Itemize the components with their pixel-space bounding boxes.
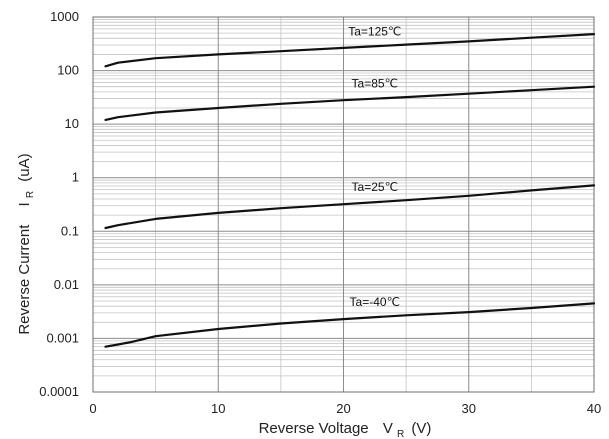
series-label: Ta=125℃ bbox=[348, 24, 401, 38]
y-axis-ticks: 0.0001 0.001 0.01 0.1 1 10 100 1000 bbox=[39, 9, 79, 399]
y-axis-label-unit: (uA) bbox=[16, 153, 33, 181]
x-axis-label: Reverse Voltage V R (V) bbox=[259, 420, 432, 439]
y-tick-label: 1 bbox=[72, 170, 79, 185]
series-line bbox=[104, 184, 596, 230]
y-axis-label-main: Reverse Current bbox=[16, 224, 33, 335]
x-axis-label-subscript: R bbox=[397, 429, 404, 439]
series-label: Ta=25℃ bbox=[352, 180, 399, 194]
x-tick-label: 0 bbox=[89, 401, 96, 416]
y-tick-label: 0.001 bbox=[46, 330, 79, 345]
x-tick-label: 20 bbox=[336, 401, 350, 416]
series-line bbox=[104, 33, 596, 68]
y-tick-label: 100 bbox=[57, 63, 79, 78]
series-label: Ta=85℃ bbox=[352, 77, 399, 91]
x-axis-label-main: Reverse Voltage bbox=[259, 420, 369, 437]
y-tick-label: 1000 bbox=[50, 9, 79, 24]
y-axis-label-subscript: R bbox=[25, 191, 36, 198]
series-label: Ta=-40℃ bbox=[350, 295, 401, 309]
x-axis-ticks: 0 10 20 30 40 bbox=[89, 401, 601, 416]
series-line bbox=[104, 302, 596, 348]
x-axis-label-unit: (V) bbox=[411, 420, 431, 437]
y-axis-label-symbol: I bbox=[16, 202, 33, 206]
y-tick-label: 0.0001 bbox=[39, 384, 79, 399]
series-line bbox=[104, 85, 596, 121]
x-tick-label: 40 bbox=[587, 401, 601, 416]
y-axis-label: Reverse Current I R (uA) bbox=[16, 153, 37, 334]
y-tick-label: 0.01 bbox=[54, 277, 79, 292]
y-tick-label: 0.1 bbox=[61, 223, 79, 238]
series-lines bbox=[104, 33, 596, 348]
y-tick-label: 10 bbox=[65, 116, 79, 131]
plot-area bbox=[92, 16, 595, 393]
x-tick-label: 30 bbox=[462, 401, 476, 416]
x-tick-label: 10 bbox=[211, 401, 225, 416]
x-axis-label-symbol: V bbox=[383, 420, 393, 437]
series-labels: Ta=125℃ Ta=85℃ Ta=25℃ Ta=-40℃ bbox=[348, 24, 401, 309]
